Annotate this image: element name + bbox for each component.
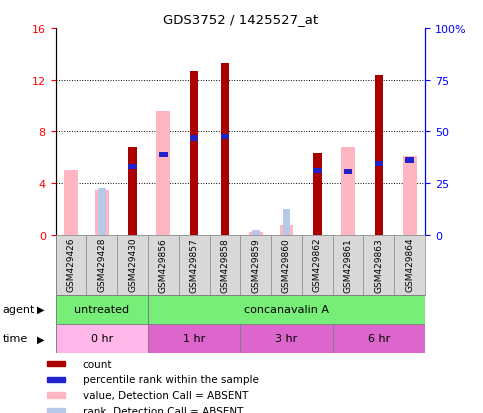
Bar	[98, 189, 106, 235]
Text: count: count	[83, 359, 112, 369]
Bar	[403, 157, 416, 235]
Bar	[148, 324, 241, 353]
Text: agent: agent	[2, 304, 35, 314]
Bar	[190, 136, 199, 141]
Text: GSM429858: GSM429858	[220, 237, 229, 292]
Bar	[313, 169, 322, 173]
Text: concanavalin A: concanavalin A	[244, 305, 329, 315]
Bar	[241, 324, 333, 353]
Text: GSM429864: GSM429864	[405, 237, 414, 292]
Text: GSM429426: GSM429426	[67, 237, 75, 292]
Bar	[128, 164, 137, 170]
Bar	[156, 112, 170, 235]
Bar	[64, 171, 78, 235]
Text: GSM429857: GSM429857	[190, 237, 199, 292]
Text: untreated: untreated	[74, 305, 129, 315]
Bar	[56, 324, 148, 353]
Text: 3 hr: 3 hr	[275, 334, 298, 344]
Text: ▶: ▶	[37, 334, 45, 344]
Text: GSM429428: GSM429428	[97, 237, 106, 292]
Bar	[47, 361, 65, 367]
Text: GSM429861: GSM429861	[343, 237, 353, 292]
Text: GSM429859: GSM429859	[251, 237, 260, 292]
Bar	[249, 232, 263, 235]
Bar	[341, 148, 355, 235]
Text: 1 hr: 1 hr	[183, 334, 205, 344]
Bar	[374, 162, 383, 167]
Bar	[190, 71, 199, 235]
Bar	[95, 190, 109, 235]
Text: time: time	[2, 334, 28, 344]
Bar	[56, 295, 148, 324]
Bar	[221, 64, 229, 235]
Text: GSM429430: GSM429430	[128, 237, 137, 292]
Bar	[252, 231, 259, 235]
Text: rank, Detection Call = ABSENT: rank, Detection Call = ABSENT	[83, 406, 243, 413]
Text: GSM429856: GSM429856	[159, 237, 168, 292]
Bar	[313, 154, 322, 235]
Text: 0 hr: 0 hr	[91, 334, 113, 344]
Text: 6 hr: 6 hr	[368, 334, 390, 344]
Bar	[47, 377, 65, 382]
Bar	[374, 75, 383, 235]
Bar	[333, 324, 425, 353]
Title: GDS3752 / 1425527_at: GDS3752 / 1425527_at	[163, 13, 318, 26]
Bar	[159, 153, 168, 158]
Bar	[128, 148, 137, 235]
Text: GSM429860: GSM429860	[282, 237, 291, 292]
Bar	[344, 170, 353, 175]
Text: value, Detection Call = ABSENT: value, Detection Call = ABSENT	[83, 390, 248, 400]
Text: GSM429863: GSM429863	[374, 237, 384, 292]
Bar	[221, 135, 229, 140]
Bar	[47, 392, 65, 398]
Bar	[405, 158, 414, 163]
Text: percentile rank within the sample: percentile rank within the sample	[83, 375, 258, 385]
Bar	[283, 210, 290, 235]
Text: ▶: ▶	[37, 304, 45, 314]
Text: GSM429862: GSM429862	[313, 237, 322, 292]
Bar	[280, 225, 293, 235]
Bar	[47, 408, 65, 413]
Bar	[148, 295, 425, 324]
